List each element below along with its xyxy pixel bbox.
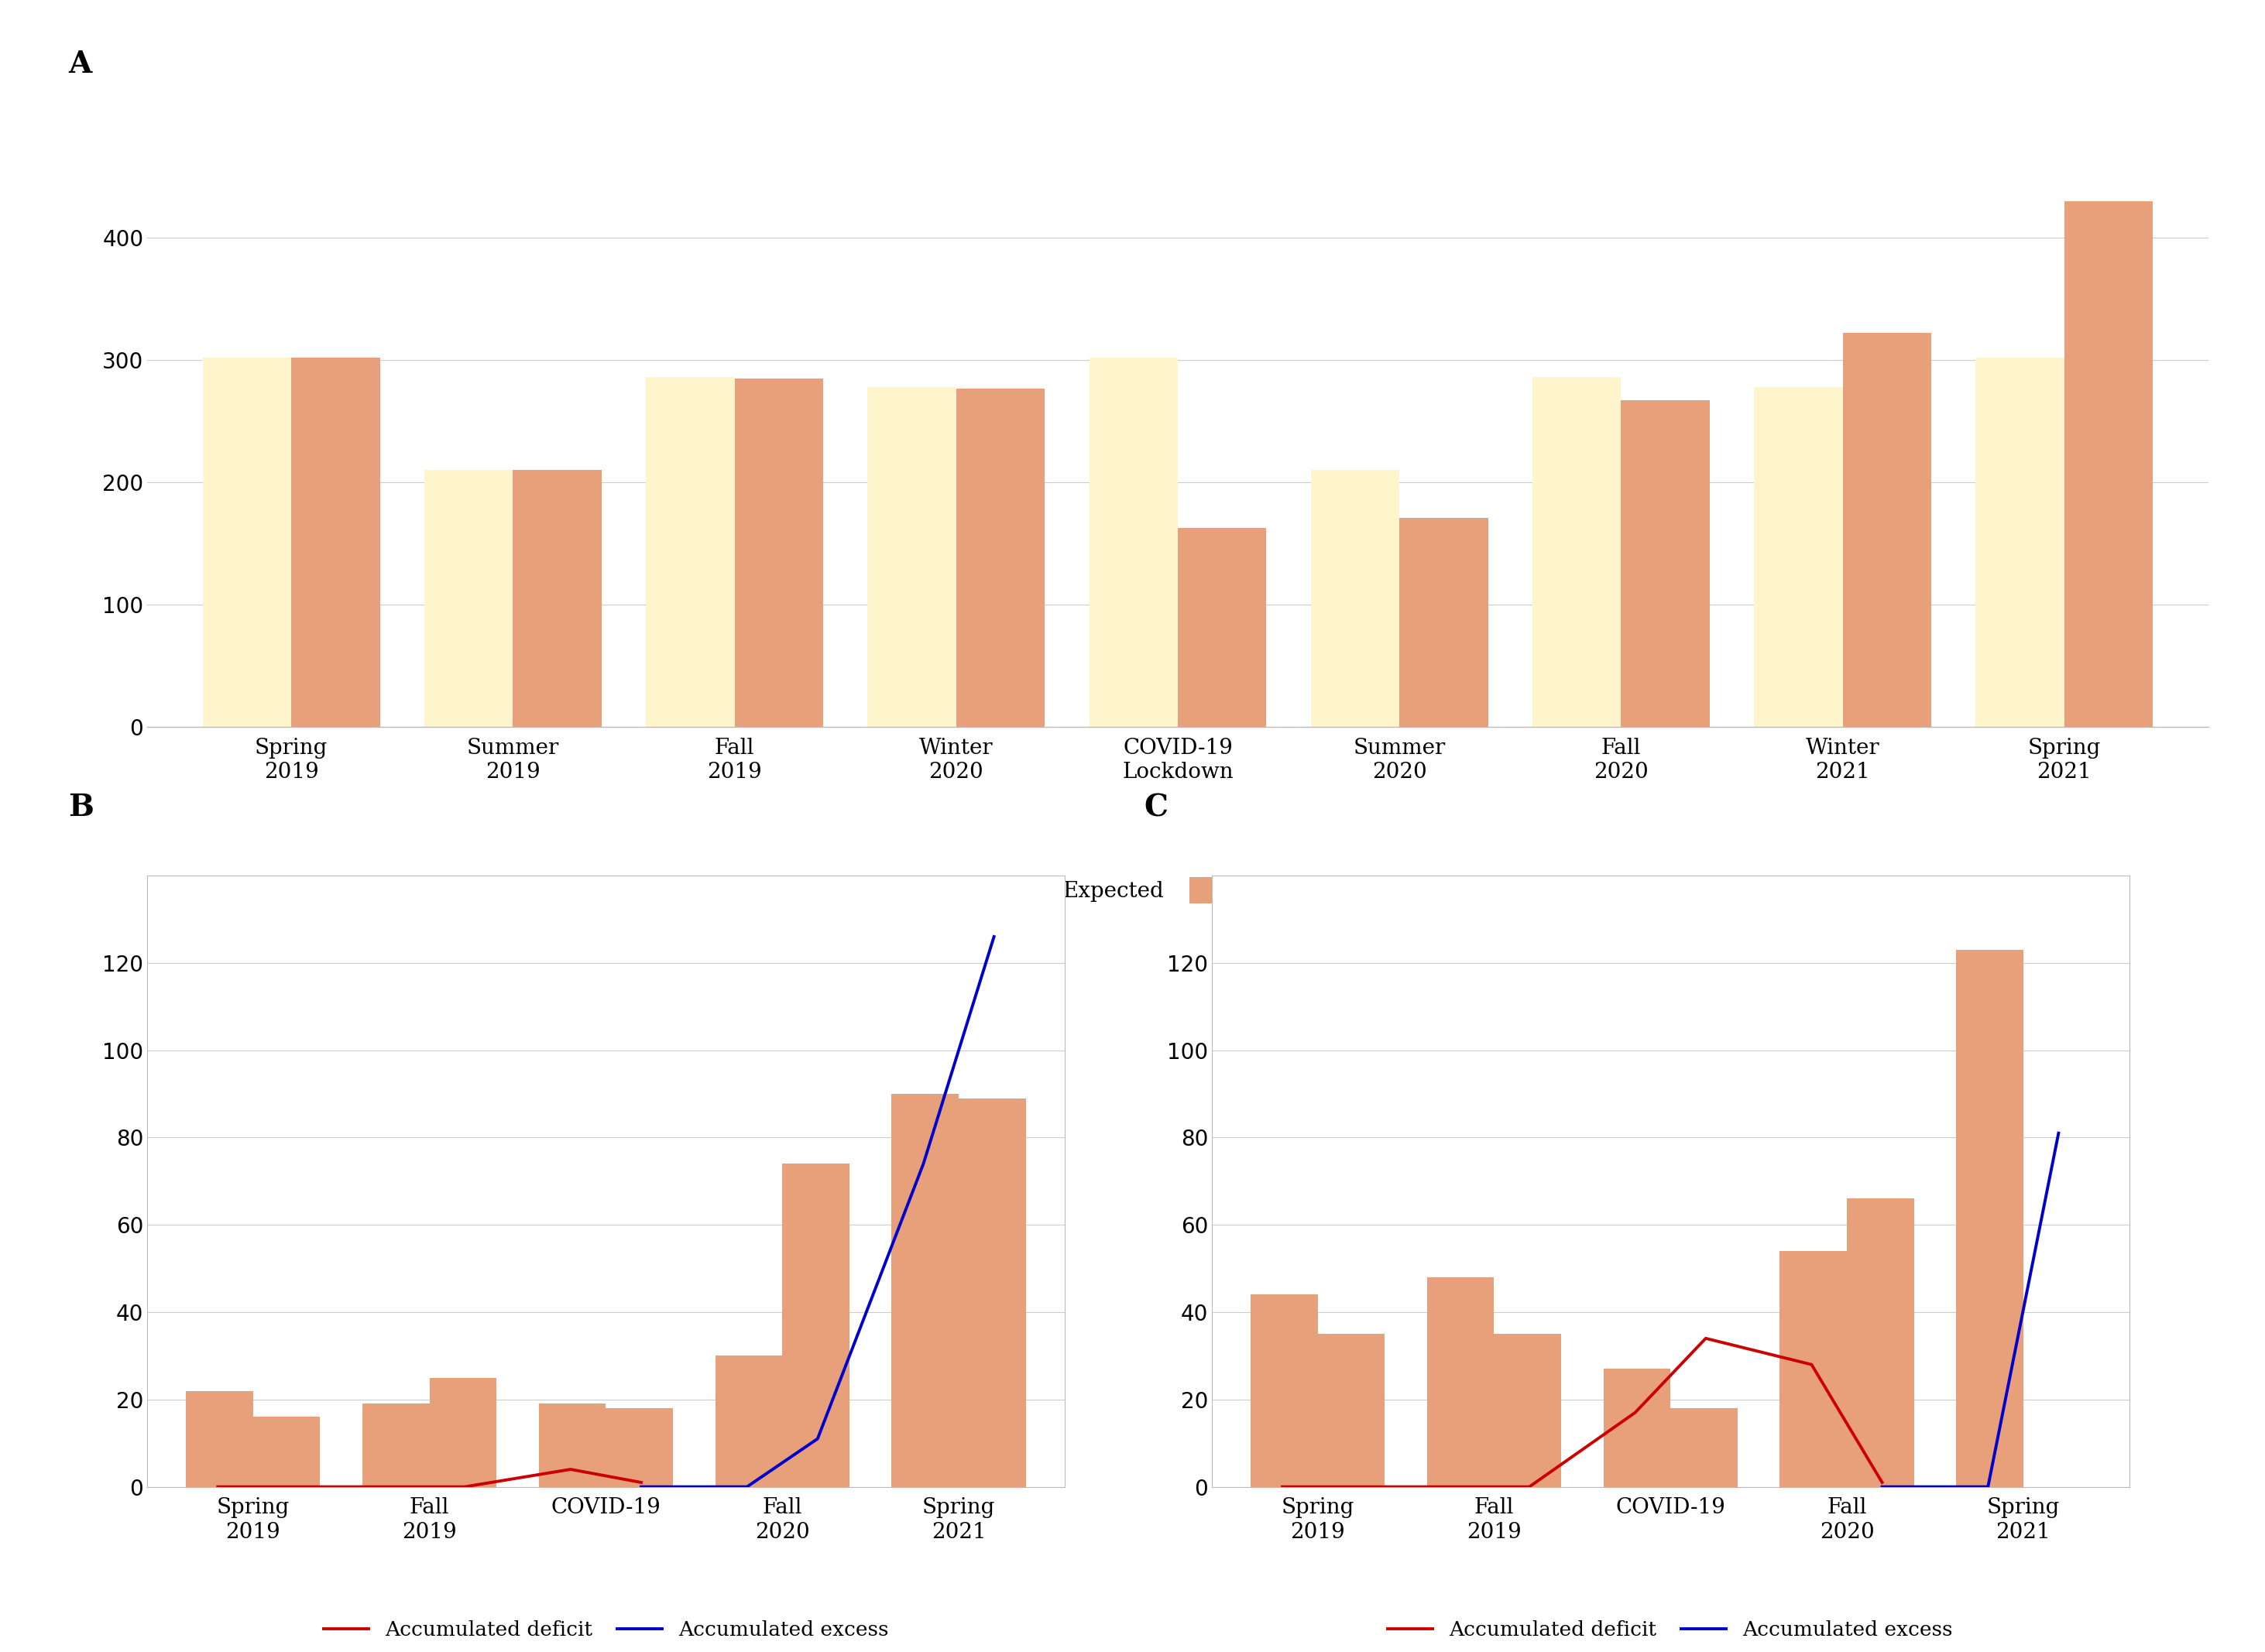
Legend: Accumulated deficit, Accumulated excess: Accumulated deficit, Accumulated excess xyxy=(315,1612,897,1647)
Bar xyxy=(1780,1251,1846,1487)
Bar xyxy=(362,1404,430,1487)
Bar xyxy=(716,1356,781,1487)
Text: B: B xyxy=(68,793,93,823)
Bar xyxy=(1311,471,1400,727)
Bar xyxy=(1178,527,1266,727)
Bar xyxy=(292,358,381,727)
Text: A: A xyxy=(68,50,91,79)
Bar xyxy=(1400,517,1488,727)
Bar xyxy=(781,1163,849,1487)
Text: C: C xyxy=(1144,793,1169,823)
Bar xyxy=(1089,358,1178,727)
Bar xyxy=(1533,377,1622,727)
Bar xyxy=(202,358,292,727)
Bar xyxy=(1957,950,2023,1487)
Bar xyxy=(1975,358,2063,727)
Bar xyxy=(1250,1295,1318,1487)
Legend: Accumulated deficit, Accumulated excess: Accumulated deficit, Accumulated excess xyxy=(1379,1612,1961,1647)
Bar xyxy=(186,1391,254,1487)
Bar xyxy=(1753,387,1844,727)
Bar xyxy=(607,1408,673,1487)
Bar xyxy=(867,387,956,727)
Bar xyxy=(1318,1335,1384,1487)
Bar xyxy=(1672,1408,1737,1487)
Bar xyxy=(958,1099,1026,1487)
Bar xyxy=(424,471,512,727)
Bar xyxy=(2063,202,2154,727)
Bar xyxy=(1427,1277,1495,1487)
Bar xyxy=(956,388,1044,727)
Bar xyxy=(1604,1370,1672,1487)
Legend: Expected, Observed: Expected, Observed xyxy=(999,869,1357,912)
Bar xyxy=(734,378,822,727)
Bar xyxy=(512,471,602,727)
Bar xyxy=(430,1378,496,1487)
Bar xyxy=(254,1417,319,1487)
Bar xyxy=(539,1404,607,1487)
Bar xyxy=(1846,1199,1914,1487)
Bar xyxy=(1844,334,1932,727)
Bar xyxy=(646,377,734,727)
Bar xyxy=(1495,1335,1561,1487)
Bar xyxy=(892,1094,958,1487)
Bar xyxy=(1622,400,1710,727)
